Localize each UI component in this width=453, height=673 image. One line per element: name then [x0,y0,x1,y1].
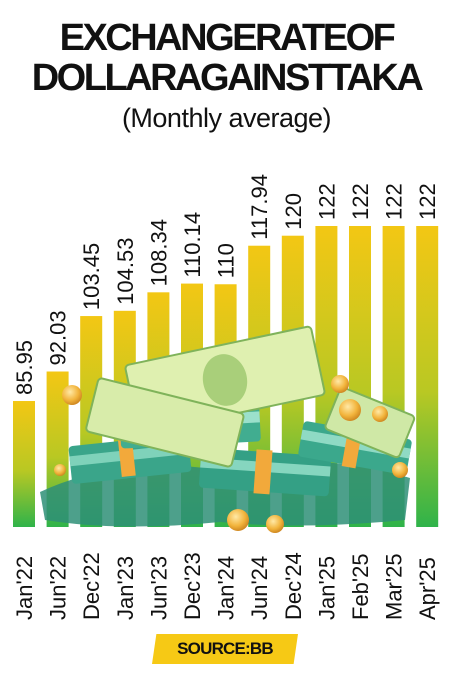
category-label: Dec'22 [79,552,104,620]
title-block: EXCHANGERATEOF DOLLARAGAINSTTAKA (Monthl… [0,18,453,134]
data-label: 110 [214,243,239,278]
category-label: Jan'25 [314,556,339,620]
category-label: Feb'25 [348,553,373,620]
category-label: Jan'24 [214,556,239,620]
data-label: 110.14 [180,212,205,278]
category-label: Dec'23 [180,552,205,620]
data-label: 108.34 [146,219,171,286]
data-label: 92.03 [46,310,71,365]
chart-subtitle: (Monthly average) [121,103,332,133]
data-label: 122 [314,183,339,220]
source-badge: SOURCE:BB [152,634,298,664]
money-pile-illustration [40,325,416,533]
chart-title-line-2: DOLLARAGAINSTTAKA [31,57,424,99]
data-label: 122 [415,183,440,220]
data-label: 122 [382,183,407,220]
category-label: Dec'24 [281,552,306,620]
source-text: SOURCE:BB [177,639,274,658]
category-label: Jun'22 [46,556,71,620]
data-label: 117.94 [247,174,272,240]
category-label: Jun'23 [146,556,171,620]
bar-apr25 [416,226,439,527]
data-label: 122 [348,183,373,220]
labels-layer: 85.95 Jan'22 92.03 Jun'22 103.45 Dec'22 104.53… [12,174,440,620]
data-label: 103.45 [79,243,104,310]
category-label: Jun'24 [247,556,272,620]
category-label: Jan'23 [113,556,138,620]
bar-jan22 [13,401,35,527]
chart-title-line-1: EXCHANGERATEOF [59,17,396,59]
category-label: Jan'22 [12,556,37,620]
category-label: Mar'25 [382,553,407,620]
data-label: 85.95 [12,340,37,395]
category-label: Apr'25 [415,557,440,620]
data-label: 104.53 [113,238,138,305]
data-label: 120 [281,193,306,230]
